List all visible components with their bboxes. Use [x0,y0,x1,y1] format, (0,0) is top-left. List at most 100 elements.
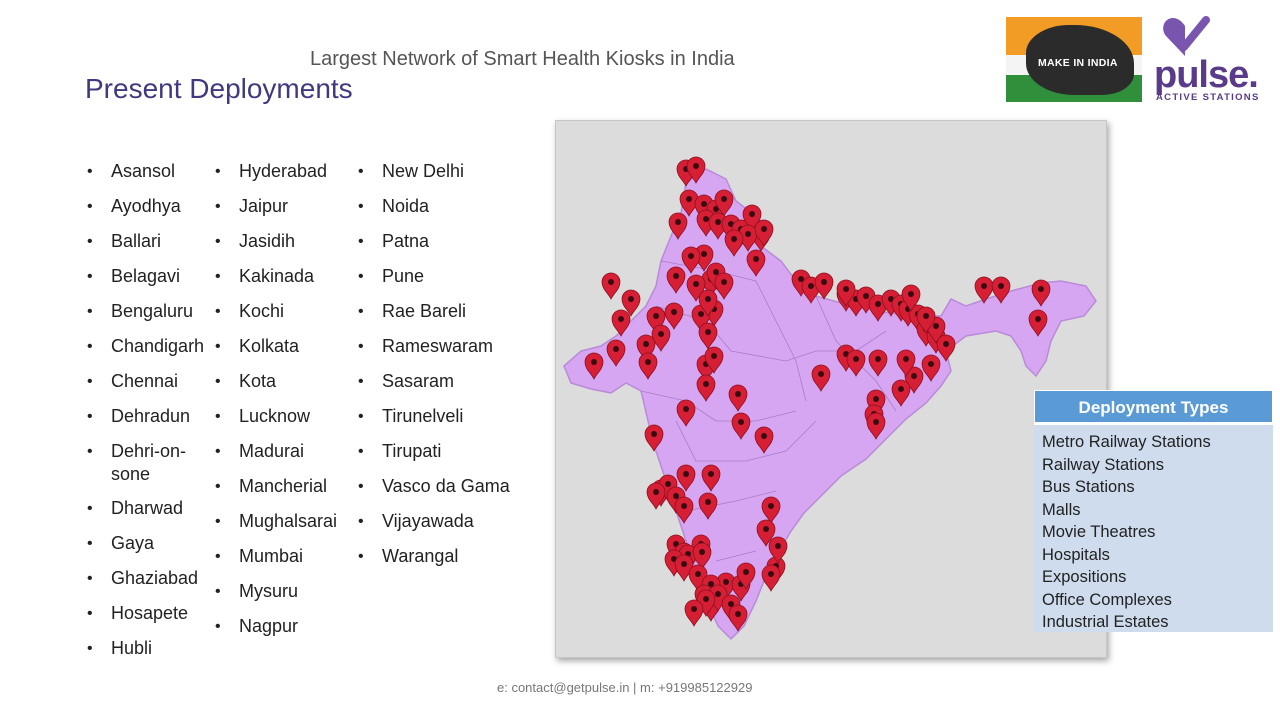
map-pin-icon [646,306,666,334]
city-item: Chennai [85,370,205,405]
map-pin-icon [856,286,876,314]
city-item: Madurai [213,440,353,475]
map-pin-icon [606,339,626,367]
india-outline [563,168,1097,641]
map-pin-icon [674,554,694,582]
pulse-logo: pulse. ACTIVE STATIONS [1154,14,1269,104]
map-pin-icon [674,496,694,524]
contact-footer: e: contact@getpulse.in | m: +91998512292… [497,680,753,695]
map-pin-icon [676,464,696,492]
deployment-type-item: Industrial Estates [1042,613,1169,631]
city-item: Mumbai [213,545,353,580]
city-item: Mancherial [213,475,353,510]
map-pin-icon [611,309,631,337]
city-item: Dehri-on- sone [85,440,205,497]
map-pin-icon [644,424,664,452]
map-pin-icon [664,302,684,330]
map-pin-icon [921,354,941,382]
map-pin-icon [724,229,744,257]
map-pin-icon [1031,279,1051,307]
map-pin-icon [638,352,658,380]
city-item: Ayodhya [85,195,205,230]
city-item: Jasidih [213,230,353,265]
city-item: Dehradun [85,405,205,440]
city-item: Rae Bareli [356,300,526,335]
map-pin-icon [754,426,774,454]
map-pin-icon [761,564,781,592]
city-list-col2: Hyderabad Jaipur Jasidih Kakinada Kochi … [213,160,353,650]
map-pin-icon [811,364,831,392]
map-pin-icon [694,194,714,222]
map-pin-icon [756,519,776,547]
map-pin-icon [814,272,834,300]
map-pin-icon [621,289,641,317]
city-item: Jaipur [213,195,353,230]
deployment-type-item: Railway Stations [1042,455,1164,474]
map-pin-icon [901,284,921,312]
city-list-col3: New Delhi Noida Patna Pune Rae Bareli Ra… [356,160,526,580]
deployment-type-item: Metro Railway Stations [1042,433,1211,451]
pulse-brand: pulse. [1154,54,1259,96]
city-item: Sasaram [356,370,526,405]
city-item: Chandigarh [85,335,205,370]
deployment-type-item: Office Complexes [1042,590,1172,609]
deployment-type-item: Movie Theatres [1042,523,1156,541]
map-pin-icon [692,542,712,570]
map-pin-icon [728,384,748,412]
map-pin-icon [846,349,866,377]
city-item: Pune [356,265,526,300]
map-pin-icon [974,276,994,304]
map-pin-icon [701,464,721,492]
map-pin-icon [696,589,716,617]
map-pin-icon [684,599,704,627]
map-pin-icon [676,399,696,427]
city-item: Bengaluru [85,300,205,335]
map-pin-icon [768,536,788,564]
deployment-types-body: Metro Railway Stations Railway Stations … [1034,423,1273,632]
map-pin-icon [698,289,718,317]
city-item: New Delhi [356,160,526,195]
deployment-type-item: Malls [1042,500,1081,519]
lion-icon [1026,25,1134,95]
city-item: Tirunelveli [356,405,526,440]
city-item: Kakinada [213,265,353,300]
map-pin-icon [728,604,748,632]
map-pin-icon [896,349,916,377]
city-item: Rameswaram [356,335,526,370]
map-pin-icon [836,279,856,307]
city-item: Belagavi [85,265,205,300]
city-item: Vijayawada [356,510,526,545]
map-pin-icon [681,246,701,274]
deployment-type-item: Bus Stations [1042,478,1135,496]
map-pin-icon [584,352,604,380]
map-pin-icon [601,272,621,300]
map-pin-icon [866,412,886,440]
map-pin-icon [868,349,888,377]
deployment-types-table: Deployment Types Metro Railway Stations … [1034,390,1273,634]
city-item: Hosapete [85,602,205,637]
city-item: Gaya [85,532,205,567]
city-item: Noida [356,195,526,230]
city-item: Warangal [356,545,526,580]
city-item: Ballari [85,230,205,265]
make-in-india-label: MAKE IN INDIA [1038,57,1118,69]
city-item: Dharwad [85,497,205,532]
map-pin-icon [1028,309,1048,337]
deployment-type-item: Expositions [1042,568,1127,586]
deployment-type-item: Hospitals [1042,545,1110,564]
map-pin-icon [754,219,774,247]
city-item: Hyderabad [213,160,353,195]
city-item: Nagpur [213,615,353,650]
city-item: Tirupati [356,440,526,475]
city-item: Kolkata [213,335,353,370]
city-item: Mysuru [213,580,353,615]
city-list-col1: Asansol Ayodhya Ballari Belagavi Bengalu… [85,160,205,672]
map-pin-icon [761,496,781,524]
city-item: Kochi [213,300,353,335]
map-pin-icon [916,306,936,334]
map-pin-icon [936,334,956,362]
map-pin-icon [636,334,656,362]
map-pin-icon [666,266,686,294]
map-pin-icon [696,374,716,402]
city-item: Mughalsarai [213,510,353,545]
